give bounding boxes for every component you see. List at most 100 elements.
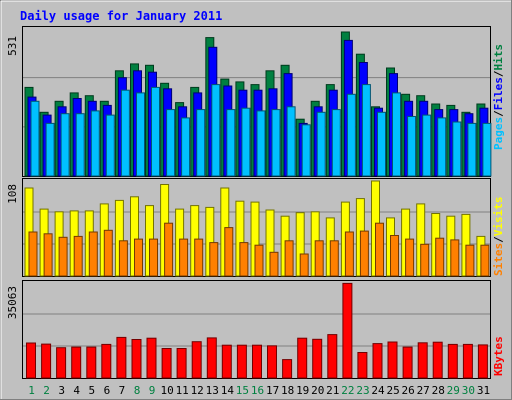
x-label-day-6: 6 [104,384,111,397]
bar-kbytes-day-2 [41,343,52,379]
bar-pages-day-10 [166,109,176,177]
bar-pages-day-22 [346,93,356,177]
bar-sites-day-19 [299,253,309,277]
x-label-day-16: 16 [251,384,264,397]
bar-kbytes-day-12 [191,341,202,379]
x-label-day-17: 17 [266,384,279,397]
bar-pages-day-8 [136,92,145,177]
bar-kbytes-day-8 [131,339,142,379]
x-label-day-23: 23 [356,384,369,397]
bar-sites-day-23 [359,230,369,277]
bar-sites-day-29 [450,239,460,277]
chart-title: Daily usage for January 2011 [20,9,222,23]
bar-sites-day-15 [239,242,249,277]
bar-pages-day-4 [75,113,85,177]
bar-pages-day-5 [90,110,100,177]
bar-pages-day-3 [60,113,70,177]
bar-kbytes-day-19 [297,337,308,379]
bar-sites-day-14 [224,227,234,277]
bar-kbytes-day-13 [206,337,217,379]
x-label-day-12: 12 [191,384,204,397]
bar-pages-day-21 [331,109,341,177]
bar-sites-day-16 [254,244,264,277]
x-label-day-28: 28 [432,384,445,397]
legend-separator: / [492,236,505,243]
legend-panel-1: Sites/Visits [492,197,505,277]
bar-kbytes-day-30 [462,343,473,379]
x-label-day-2: 2 [43,384,50,397]
legend-pages: Pages [492,117,505,150]
bar-sites-day-3 [58,236,68,277]
bars-middle [24,180,490,277]
bar-kbytes-day-31 [477,344,488,379]
bar-sites-day-22 [344,231,354,277]
legend-separator: / [492,110,505,117]
x-label-day-1: 1 [28,384,35,397]
bar-pages-day-2 [45,122,55,177]
bar-sites-day-30 [465,244,475,277]
bar-pages-day-16 [256,110,266,177]
bar-sites-day-17 [269,251,279,277]
x-label-day-24: 24 [371,384,385,397]
bar-sites-day-20 [314,240,324,277]
x-label-day-30: 30 [462,384,475,397]
x-label-day-18: 18 [281,384,294,397]
bar-kbytes-day-18 [282,359,293,379]
x-label-day-15: 15 [236,384,249,397]
legend-separator: / [492,70,505,77]
bar-pages-day-17 [271,109,281,177]
x-label-day-25: 25 [386,384,399,397]
bar-pages-day-24 [377,111,386,177]
bar-sites-day-10 [164,222,174,277]
x-label-day-10: 10 [160,384,173,397]
bar-sites-day-8 [134,238,143,277]
legend-visits: Visits [492,197,505,237]
x-label-day-8: 8 [134,384,141,397]
bar-sites-day-11 [179,238,189,277]
ymax-label-top: 531 [6,36,19,56]
bar-sites-day-26 [405,238,415,277]
bar-pages-day-9 [151,86,160,177]
bar-pages-day-28 [437,117,447,177]
x-label-day-5: 5 [88,384,95,397]
x-label-day-9: 9 [149,384,156,397]
x-label-day-14: 14 [221,384,235,397]
bar-sites-day-12 [194,238,204,277]
bar-kbytes-day-5 [86,346,97,379]
x-label-day-29: 29 [447,384,460,397]
bar-sites-day-31 [480,244,490,277]
bar-kbytes-day-25 [387,341,398,379]
bar-kbytes-day-11 [176,348,187,379]
bars-bottom [26,282,488,379]
bar-pages-day-25 [392,92,401,177]
legend-files: Files [492,77,505,110]
x-label-day-31: 31 [477,384,490,397]
bar-sites-day-5 [88,231,98,277]
bars-top [24,31,492,177]
bar-pages-day-23 [361,84,371,177]
bar-kbytes-day-14 [221,344,232,379]
legend-kbytes: KBytes [492,336,505,376]
bar-pages-day-1 [30,100,40,177]
bar-sites-day-1 [28,231,38,277]
bar-kbytes-day-27 [417,342,428,379]
bar-kbytes-day-3 [56,347,67,379]
bar-sites-day-2 [43,233,53,277]
bar-pages-day-31 [482,122,492,177]
bar-sites-day-7 [118,240,128,277]
bar-kbytes-day-26 [402,346,413,379]
bar-pages-day-27 [422,114,432,177]
legend-panel-2: KBytes [492,336,505,376]
x-label-day-11: 11 [176,384,189,397]
x-label-day-26: 26 [401,384,414,397]
bar-kbytes-day-20 [312,338,323,379]
bar-kbytes-day-10 [161,348,172,379]
bar-pages-day-13 [211,84,221,177]
x-label-day-22: 22 [341,384,354,397]
legend-sites: Sites [492,243,505,276]
x-label-day-3: 3 [58,384,65,397]
bar-kbytes-day-1 [26,342,36,379]
bar-pages-day-7 [120,89,130,177]
